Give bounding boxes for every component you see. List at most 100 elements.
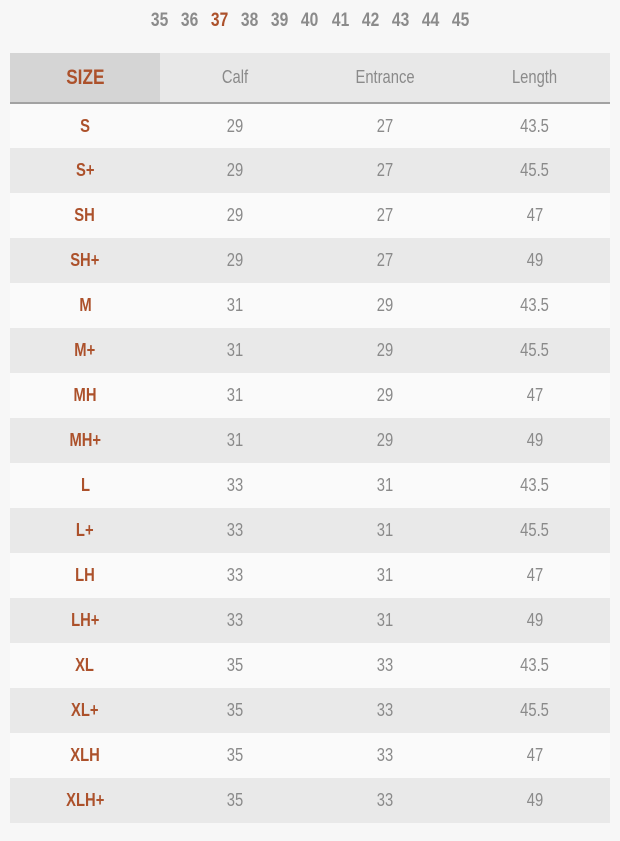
size-option-41[interactable]: 41 xyxy=(331,10,349,31)
cell-size: MH xyxy=(10,373,160,418)
calf-value: 29 xyxy=(226,205,244,225)
table-row-mh-plus: MH+ 31 29 49 xyxy=(10,418,610,463)
size-label: S+ xyxy=(75,160,95,180)
cell-size: SH xyxy=(10,193,160,238)
size-option-39[interactable]: 39 xyxy=(271,10,289,31)
calf-value: 29 xyxy=(226,115,244,136)
cell-length: 49 xyxy=(460,238,610,283)
entrance-value: 29 xyxy=(376,295,394,315)
entrance-value: 29 xyxy=(376,430,394,450)
cell-calf: 35 xyxy=(160,778,310,823)
cell-entrance: 33 xyxy=(310,733,460,778)
entrance-value: 31 xyxy=(376,565,394,585)
size-option-45[interactable]: 45 xyxy=(452,10,470,31)
cell-size: XL+ xyxy=(10,688,160,733)
size-label: XLH xyxy=(70,745,100,765)
cell-calf: 33 xyxy=(160,598,310,643)
length-value: 49 xyxy=(526,250,544,270)
size-label: SH+ xyxy=(70,250,100,270)
cell-entrance: 33 xyxy=(310,688,460,733)
cell-length: 43.5 xyxy=(460,463,610,508)
calf-value: 31 xyxy=(226,430,244,450)
table-row-xlh-plus: XLH+ 35 33 49 xyxy=(10,778,610,823)
table-row-m: M 31 29 43.5 xyxy=(10,283,610,328)
entrance-value: 33 xyxy=(376,790,394,810)
cell-length: 43.5 xyxy=(460,283,610,328)
calf-value: 31 xyxy=(226,385,244,405)
length-value: 47 xyxy=(526,205,544,225)
header-calf-label: Calf xyxy=(221,67,249,87)
cell-calf: 35 xyxy=(160,733,310,778)
table-row-xlh: XLH 35 33 47 xyxy=(10,733,610,778)
length-value: 47 xyxy=(526,385,544,405)
size-label: XLH+ xyxy=(65,790,105,810)
cell-entrance: 31 xyxy=(310,508,460,553)
cell-entrance: 31 xyxy=(310,463,460,508)
cell-calf: 33 xyxy=(160,553,310,598)
entrance-value: 27 xyxy=(376,160,394,180)
cell-length: 49 xyxy=(460,418,610,463)
calf-value: 29 xyxy=(226,160,244,180)
cell-entrance: 29 xyxy=(310,373,460,418)
cell-entrance: 33 xyxy=(310,643,460,688)
entrance-value: 29 xyxy=(376,385,394,405)
cell-length: 49 xyxy=(460,778,610,823)
cell-size: XLH+ xyxy=(10,778,160,823)
header-length-label: Length xyxy=(512,67,558,87)
size-selector-bar: 35 36 37 38 39 40 41 42 43 44 45 xyxy=(0,0,620,33)
size-option-37-selected[interactable]: 37 xyxy=(210,10,229,31)
size-option-43[interactable]: 43 xyxy=(391,10,410,31)
header-entrance-label: Entrance xyxy=(355,67,415,87)
cell-calf: 29 xyxy=(160,238,310,283)
size-label: MH xyxy=(73,385,97,405)
entrance-value: 27 xyxy=(376,205,394,225)
size-label: M xyxy=(78,295,92,315)
calf-value: 31 xyxy=(226,295,244,315)
cell-size: M+ xyxy=(10,328,160,373)
size-option-35[interactable]: 35 xyxy=(150,10,168,31)
cell-entrance: 27 xyxy=(310,103,460,148)
cell-size: XLH xyxy=(10,733,160,778)
header-size: SIZE xyxy=(10,53,160,103)
header-entrance: Entrance xyxy=(310,53,460,103)
cell-entrance: 29 xyxy=(310,328,460,373)
cell-entrance: 29 xyxy=(310,283,460,328)
calf-value: 35 xyxy=(226,655,244,675)
entrance-value: 31 xyxy=(376,610,394,630)
length-value: 49 xyxy=(526,430,544,450)
cell-calf: 33 xyxy=(160,508,310,553)
calf-value: 33 xyxy=(226,610,244,630)
cell-entrance: 31 xyxy=(310,553,460,598)
cell-calf: 35 xyxy=(160,643,310,688)
entrance-value: 31 xyxy=(376,520,394,540)
size-option-44[interactable]: 44 xyxy=(421,10,440,31)
length-value: 45.5 xyxy=(520,340,550,360)
size-option-40[interactable]: 40 xyxy=(301,10,319,31)
calf-value: 29 xyxy=(226,250,244,270)
calf-value: 33 xyxy=(226,475,244,495)
entrance-value: 29 xyxy=(376,340,394,360)
size-label: S xyxy=(80,115,90,136)
size-option-36[interactable]: 36 xyxy=(180,10,199,31)
table-row-sh-plus: SH+ 29 27 49 xyxy=(10,238,610,283)
length-value: 43.5 xyxy=(520,655,550,675)
length-value: 47 xyxy=(526,565,544,585)
size-option-42[interactable]: 42 xyxy=(361,10,379,31)
size-option-38[interactable]: 38 xyxy=(241,10,259,31)
calf-value: 35 xyxy=(226,790,244,810)
size-label: L+ xyxy=(76,520,94,540)
calf-value: 33 xyxy=(226,565,244,585)
cell-entrance: 31 xyxy=(310,598,460,643)
cell-calf: 35 xyxy=(160,688,310,733)
cell-length: 45.5 xyxy=(460,328,610,373)
length-value: 49 xyxy=(526,790,544,810)
cell-entrance: 27 xyxy=(310,148,460,193)
cell-size: XL xyxy=(10,643,160,688)
entrance-value: 33 xyxy=(376,745,394,765)
cell-entrance: 27 xyxy=(310,238,460,283)
header-length: Length xyxy=(460,53,610,103)
cell-size: L+ xyxy=(10,508,160,553)
length-value: 43.5 xyxy=(520,115,550,136)
cell-size: LH xyxy=(10,553,160,598)
cell-calf: 31 xyxy=(160,373,310,418)
